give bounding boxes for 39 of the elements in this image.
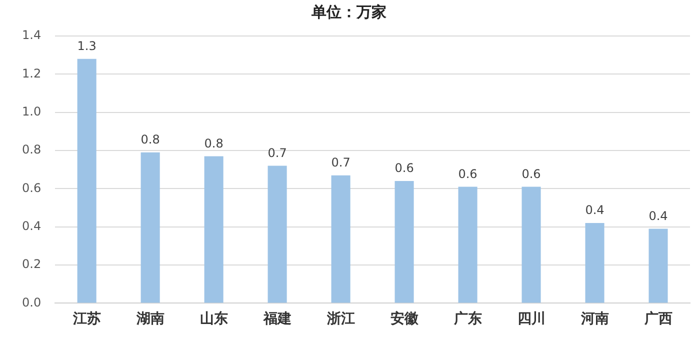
bar xyxy=(140,152,160,303)
bar xyxy=(458,186,478,303)
data-label: 0.7 xyxy=(331,155,350,170)
text: 0.0 xyxy=(22,295,42,310)
y-tick-label: 1.2 xyxy=(22,66,42,80)
x-tick-label: 湖南 xyxy=(135,311,164,328)
x-tick-label: 四川 xyxy=(517,311,546,328)
y-tick-label: 0.8 xyxy=(22,142,42,157)
bar xyxy=(204,156,224,303)
data-label: 0.8 xyxy=(204,136,224,150)
x-tick-label: 福建 xyxy=(262,310,292,328)
data-label: 0.6 xyxy=(458,166,478,181)
data-label: 0.4 xyxy=(585,203,604,218)
bar xyxy=(394,181,414,303)
data-label: 0.8 xyxy=(140,132,160,147)
y-tick-label: 0.6 xyxy=(22,180,42,195)
x-tick-label: 江苏 xyxy=(72,311,101,328)
y-tick-label: 0.4 xyxy=(22,218,42,233)
bar xyxy=(585,223,604,303)
x-tick-label: 广西 xyxy=(643,310,672,328)
text: 1.0 xyxy=(22,104,42,118)
bar xyxy=(331,175,350,303)
data-label: 0.7 xyxy=(268,146,287,160)
data-label: 0.6 xyxy=(394,161,414,176)
bar xyxy=(77,58,96,303)
data-label: 1.3 xyxy=(77,39,96,54)
bar xyxy=(648,228,668,303)
y-tick-label: 1.4 xyxy=(22,28,42,42)
chart-title: 单位：万家 xyxy=(310,2,386,21)
x-tick-label: 河南 xyxy=(580,311,609,328)
bar xyxy=(522,186,541,303)
x-tick-label: 山东 xyxy=(200,310,228,328)
bar xyxy=(268,166,287,303)
x-tick-label: 广东 xyxy=(452,310,482,328)
y-tick-label: 0.2 xyxy=(22,257,42,272)
x-tick-label: 安徽 xyxy=(390,310,420,328)
x-tick-label: 浙江 xyxy=(326,311,355,328)
data-label: 0.4 xyxy=(648,208,668,223)
data-label: 0.6 xyxy=(522,166,541,181)
